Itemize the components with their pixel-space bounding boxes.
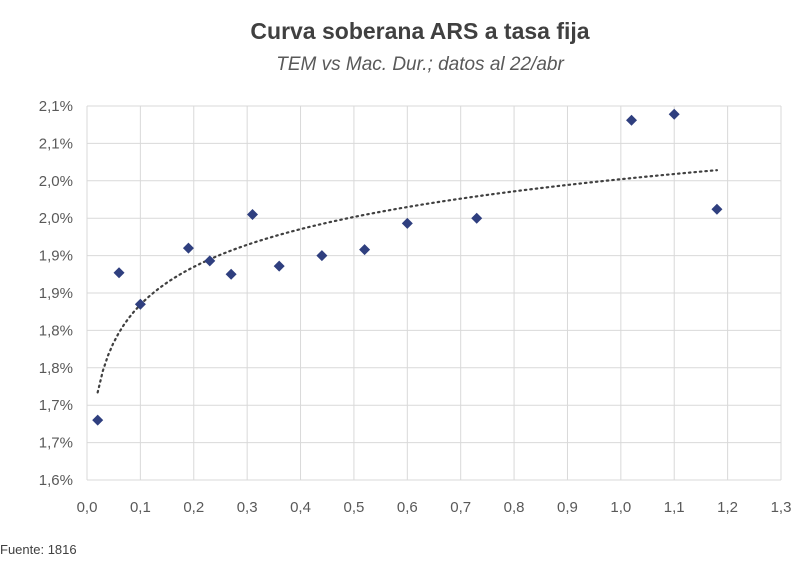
data-point-marker (359, 244, 371, 256)
chart-title: Curva soberana ARS a tasa fija (250, 18, 590, 44)
x-tick-label: 0,2 (183, 499, 204, 516)
x-tick-label: 0,7 (450, 499, 471, 516)
y-tick-label: 2,0% (39, 210, 73, 227)
x-tick-label: 0,3 (237, 499, 258, 516)
x-tick-label: 1,0 (610, 499, 631, 516)
data-point-marker (626, 114, 638, 126)
trendline (96, 169, 719, 394)
data-point-marker (134, 298, 146, 310)
y-tick-label: 2,0% (39, 173, 73, 190)
y-tick-label: 1,9% (39, 248, 73, 265)
x-tick-label: 0,8 (504, 499, 525, 516)
data-point-marker (246, 208, 258, 220)
x-tick-label: 0,4 (290, 499, 311, 516)
x-tick-label: 0,5 (343, 499, 364, 516)
data-points (92, 108, 723, 426)
y-tick-label: 1,7% (39, 435, 73, 452)
data-point-marker (273, 260, 285, 272)
data-point-marker (204, 255, 216, 267)
data-point-marker (225, 268, 237, 280)
y-tick-label: 1,6% (39, 472, 73, 489)
x-tick-label: 1,3 (771, 499, 792, 516)
y-tick-label: 2,1% (39, 98, 73, 115)
chart-subtitle: TEM vs Mac. Dur.; datos al 22/abr (276, 54, 564, 75)
y-tick-label: 1,8% (39, 322, 73, 339)
data-point-marker (182, 242, 194, 254)
x-tick-label: 0,6 (397, 499, 418, 516)
y-tick-label: 1,9% (39, 285, 73, 302)
x-tick-label: 1,1 (664, 499, 685, 516)
x-tick-label: 0,9 (557, 499, 578, 516)
y-tick-label: 1,7% (39, 397, 73, 414)
y-tick-label: 1,8% (39, 360, 73, 377)
x-tick-label: 1,2 (717, 499, 738, 516)
y-axis-ticks: 2,1% 2,1% 2,0% 2,0% 1,9% 1,9% 1,8% 1,8% 1,7% 1,7%… (39, 98, 73, 489)
data-point-marker (711, 203, 723, 215)
data-point-marker (316, 250, 328, 262)
grid-lines (86, 105, 782, 481)
data-point-marker (471, 212, 483, 224)
x-axis-ticks: 0,0 0,1 0,2 0,3 0,4 0,5 0,6 0,7 0,8 0,9 1,0 1,1 1,2 1… (77, 499, 792, 516)
y-tick-label: 2,1% (39, 135, 73, 152)
x-tick-label: 0,1 (130, 499, 151, 516)
data-point-marker (401, 217, 413, 229)
data-point-marker (113, 267, 125, 279)
source-note: Fuente: 1816 (0, 542, 77, 557)
x-tick-label: 0,0 (77, 499, 98, 516)
data-point-marker (92, 414, 104, 426)
data-point-marker (668, 108, 680, 120)
